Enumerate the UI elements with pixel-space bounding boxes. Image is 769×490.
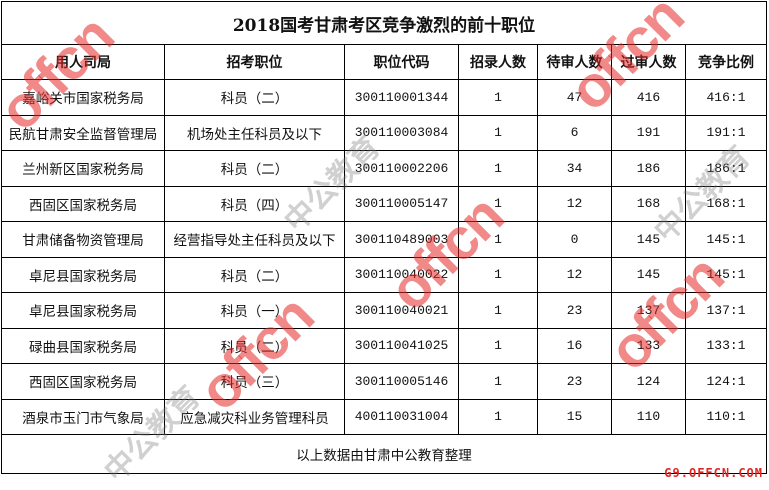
table-cell: 应急减灾科业务管理科员 <box>164 398 345 435</box>
table-cell: 碌曲县国家税务局 <box>1 327 165 364</box>
table-cell: 1 <box>458 150 538 187</box>
table-row: 嘉峪关市国家税务局 科员（二） 300110001344 1 47 416 416:1 <box>1 79 768 116</box>
table-cell: 0 <box>537 221 612 258</box>
positions-table: 2018国考甘肃考区竞争激烈的前十职位 用人司局 招考职位 职位代码 招录人数 待审人数… <box>0 1 768 474</box>
table-cell: 145:1 <box>684 221 768 258</box>
table-cell: 110:1 <box>684 398 768 435</box>
table-row: 卓尼县国家税务局 科员（二） 300110040022 1 12 145 145:1 <box>1 256 768 293</box>
column-header: 过审人数 <box>611 44 686 80</box>
table-cell: 34 <box>537 150 612 187</box>
table-row: 兰州新区国家税务局 科员（二） 300110002206 1 34 186 186:1 <box>1 150 768 187</box>
table-cell: 300110001344 <box>344 79 459 116</box>
table-cell: 1 <box>458 398 538 435</box>
table-cell: 145 <box>611 221 686 258</box>
table-cell: 科员（四） <box>164 185 345 222</box>
table-cell: 186 <box>611 150 686 187</box>
table-cell: 168:1 <box>684 185 768 222</box>
column-header: 职位代码 <box>344 44 459 80</box>
table-cell: 兰州新区国家税务局 <box>1 150 165 187</box>
table-cell: 23 <box>537 363 612 400</box>
column-header: 竞争比例 <box>684 44 768 80</box>
table-row: 碌曲县国家税务局 科员（二） 300110041025 1 16 133 133:1 <box>1 327 768 364</box>
table-cell: 300110003084 <box>344 114 459 151</box>
table-cell: 1 <box>458 185 538 222</box>
table-cell: 15 <box>537 398 612 435</box>
table-cell: 133 <box>611 327 686 364</box>
table-cell: 甘肃储备物资管理局 <box>1 221 165 258</box>
table-cell: 191 <box>611 114 686 151</box>
table-cell: 133:1 <box>684 327 768 364</box>
table-cell: 卓尼县国家税务局 <box>1 256 165 293</box>
table-cell: 卓尼县国家税务局 <box>1 292 165 329</box>
table-cell: 1 <box>458 79 538 116</box>
table-cell: 嘉峪关市国家税务局 <box>1 79 165 116</box>
table-cell: 416:1 <box>684 79 768 116</box>
table-cell: 23 <box>537 292 612 329</box>
table-cell: 137 <box>611 292 686 329</box>
table-cell: 110 <box>611 398 686 435</box>
table-cell: 1 <box>458 363 538 400</box>
table-cell: 191:1 <box>684 114 768 151</box>
table-cell: 6 <box>537 114 612 151</box>
table-cell: 416 <box>611 79 686 116</box>
table-title: 2018国考甘肃考区竞争激烈的前十职位 <box>0 1 768 45</box>
table-cell: 300110489003 <box>344 221 459 258</box>
table-cell: 47 <box>537 79 612 116</box>
table-cell: 科员（二） <box>164 327 345 364</box>
table-cell: 经营指导处主任科员及以下 <box>164 221 345 258</box>
table-row: 甘肃储备物资管理局 经营指导处主任科员及以下 300110489003 1 0 145 14… <box>1 221 768 258</box>
table-cell: 科员（二） <box>164 256 345 293</box>
table-cell: 300110040022 <box>344 256 459 293</box>
table-cell: 16 <box>537 327 612 364</box>
table-cell: 1 <box>458 292 538 329</box>
table-cell: 科员（二） <box>164 79 345 116</box>
table-cell: 124:1 <box>684 363 768 400</box>
table-cell: 科员（一） <box>164 292 345 329</box>
table-cell: 民航甘肃安全监督管理局 <box>1 114 165 151</box>
table-cell: 186:1 <box>684 150 768 187</box>
table-cell: 1 <box>458 327 538 364</box>
column-header: 用人司局 <box>1 44 165 80</box>
header-row: 用人司局 招考职位 职位代码 招录人数 待审人数 过审人数 竞争比例 <box>1 44 768 80</box>
table-cell: 168 <box>611 185 686 222</box>
column-header: 待审人数 <box>537 44 612 80</box>
table-cell: 300110005147 <box>344 185 459 222</box>
table-row: 卓尼县国家税务局 科员（一） 300110040021 1 23 137 137:1 <box>1 292 768 329</box>
table-cell: 300110040021 <box>344 292 459 329</box>
table-cell: 1 <box>458 114 538 151</box>
table-cell: 124 <box>611 363 686 400</box>
table-cell: 300110002206 <box>344 150 459 187</box>
table-cell: 400110031004 <box>344 398 459 435</box>
table-cell: 1 <box>458 221 538 258</box>
table-cell: 西固区国家税务局 <box>1 363 165 400</box>
table-cell: 科员（三） <box>164 363 345 400</box>
table-cell: 1 <box>458 256 538 293</box>
table-cell: 145:1 <box>684 256 768 293</box>
table-cell: 12 <box>537 185 612 222</box>
table-cell: 300110041025 <box>344 327 459 364</box>
table-cell: 机场处主任科员及以下 <box>164 114 345 151</box>
footer-note: 以上数据由甘肃中公教育整理 <box>0 434 768 474</box>
table-cell: 145 <box>611 256 686 293</box>
table-cell: 300110005146 <box>344 363 459 400</box>
column-header: 招录人数 <box>458 44 538 80</box>
site-brand: G9.OFFCN.COM <box>664 466 763 480</box>
table-cell: 12 <box>537 256 612 293</box>
table-cell: 酒泉市玉门市气象局 <box>1 398 165 435</box>
table-cell: 137:1 <box>684 292 768 329</box>
table-row: 西固区国家税务局 科员（三） 300110005146 1 23 124 124:1 <box>1 363 768 400</box>
table-row: 酒泉市玉门市气象局 应急减灾科业务管理科员 400110031004 1 15 110 11… <box>1 398 768 435</box>
table-cell: 科员（二） <box>164 150 345 187</box>
table-row: 民航甘肃安全监督管理局 机场处主任科员及以下 300110003084 1 6 191 19… <box>1 114 768 151</box>
table-cell: 西固区国家税务局 <box>1 185 165 222</box>
column-header: 招考职位 <box>164 44 345 80</box>
table-row: 西固区国家税务局 科员（四） 300110005147 1 12 168 168:1 <box>1 185 768 222</box>
